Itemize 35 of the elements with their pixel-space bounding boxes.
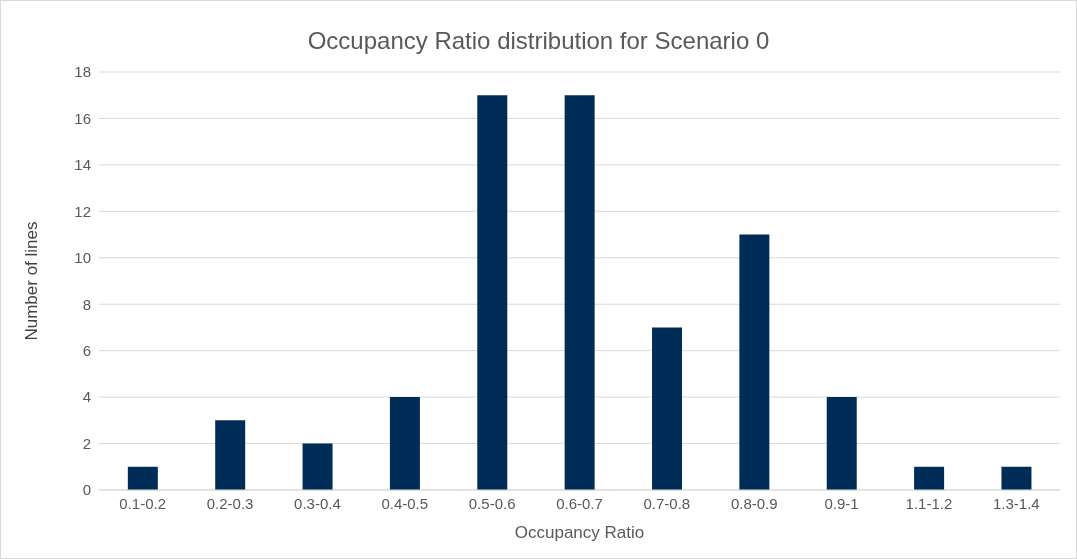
bar [215,420,246,490]
y-tick-label: 4 [82,388,91,406]
x-axis-title: Occupancy Ratio [514,523,645,542]
x-tick-label: 0.5-0.6 [468,494,516,512]
x-tick-label: 0.8-0.9 [730,494,778,512]
x-tick-label: 0.9-1 [824,494,859,512]
y-axis-title: Number of lines [22,221,42,341]
x-tick-label: 0.3-0.4 [294,494,341,512]
chart-title: Occupancy Ratio distribution for Scenario 0 [306,27,771,55]
y-tick-label: 0 [82,481,91,499]
y-tick-label: 16 [74,109,91,127]
bar [914,466,945,490]
bar [389,397,420,490]
bar [739,234,770,490]
bar [477,95,508,490]
bar [652,327,683,490]
y-tick-label: 6 [82,341,91,359]
y-tick-label: 2 [82,434,91,452]
bar [1001,466,1032,490]
y-tick-label: 18 [74,63,91,81]
x-tick-label: 0.6-0.7 [556,494,603,512]
x-tick-label: 1.1-1.2 [905,494,953,512]
x-tick-label: 0.7-0.8 [643,494,691,512]
x-tick-label: 1.3-1.4 [992,494,1040,512]
bar [127,466,158,490]
y-tick-label: 14 [74,156,91,174]
bar [826,397,857,490]
bar [302,443,333,490]
bar [564,95,595,490]
x-tick-label: 0.1-0.2 [119,494,167,512]
x-tick-label: 0.4-0.5 [381,494,429,512]
y-tick-label: 10 [74,249,91,267]
y-tick-label: 12 [74,202,91,220]
x-tick-label: 0.2-0.3 [206,494,254,512]
y-tick-label: 8 [82,295,91,313]
